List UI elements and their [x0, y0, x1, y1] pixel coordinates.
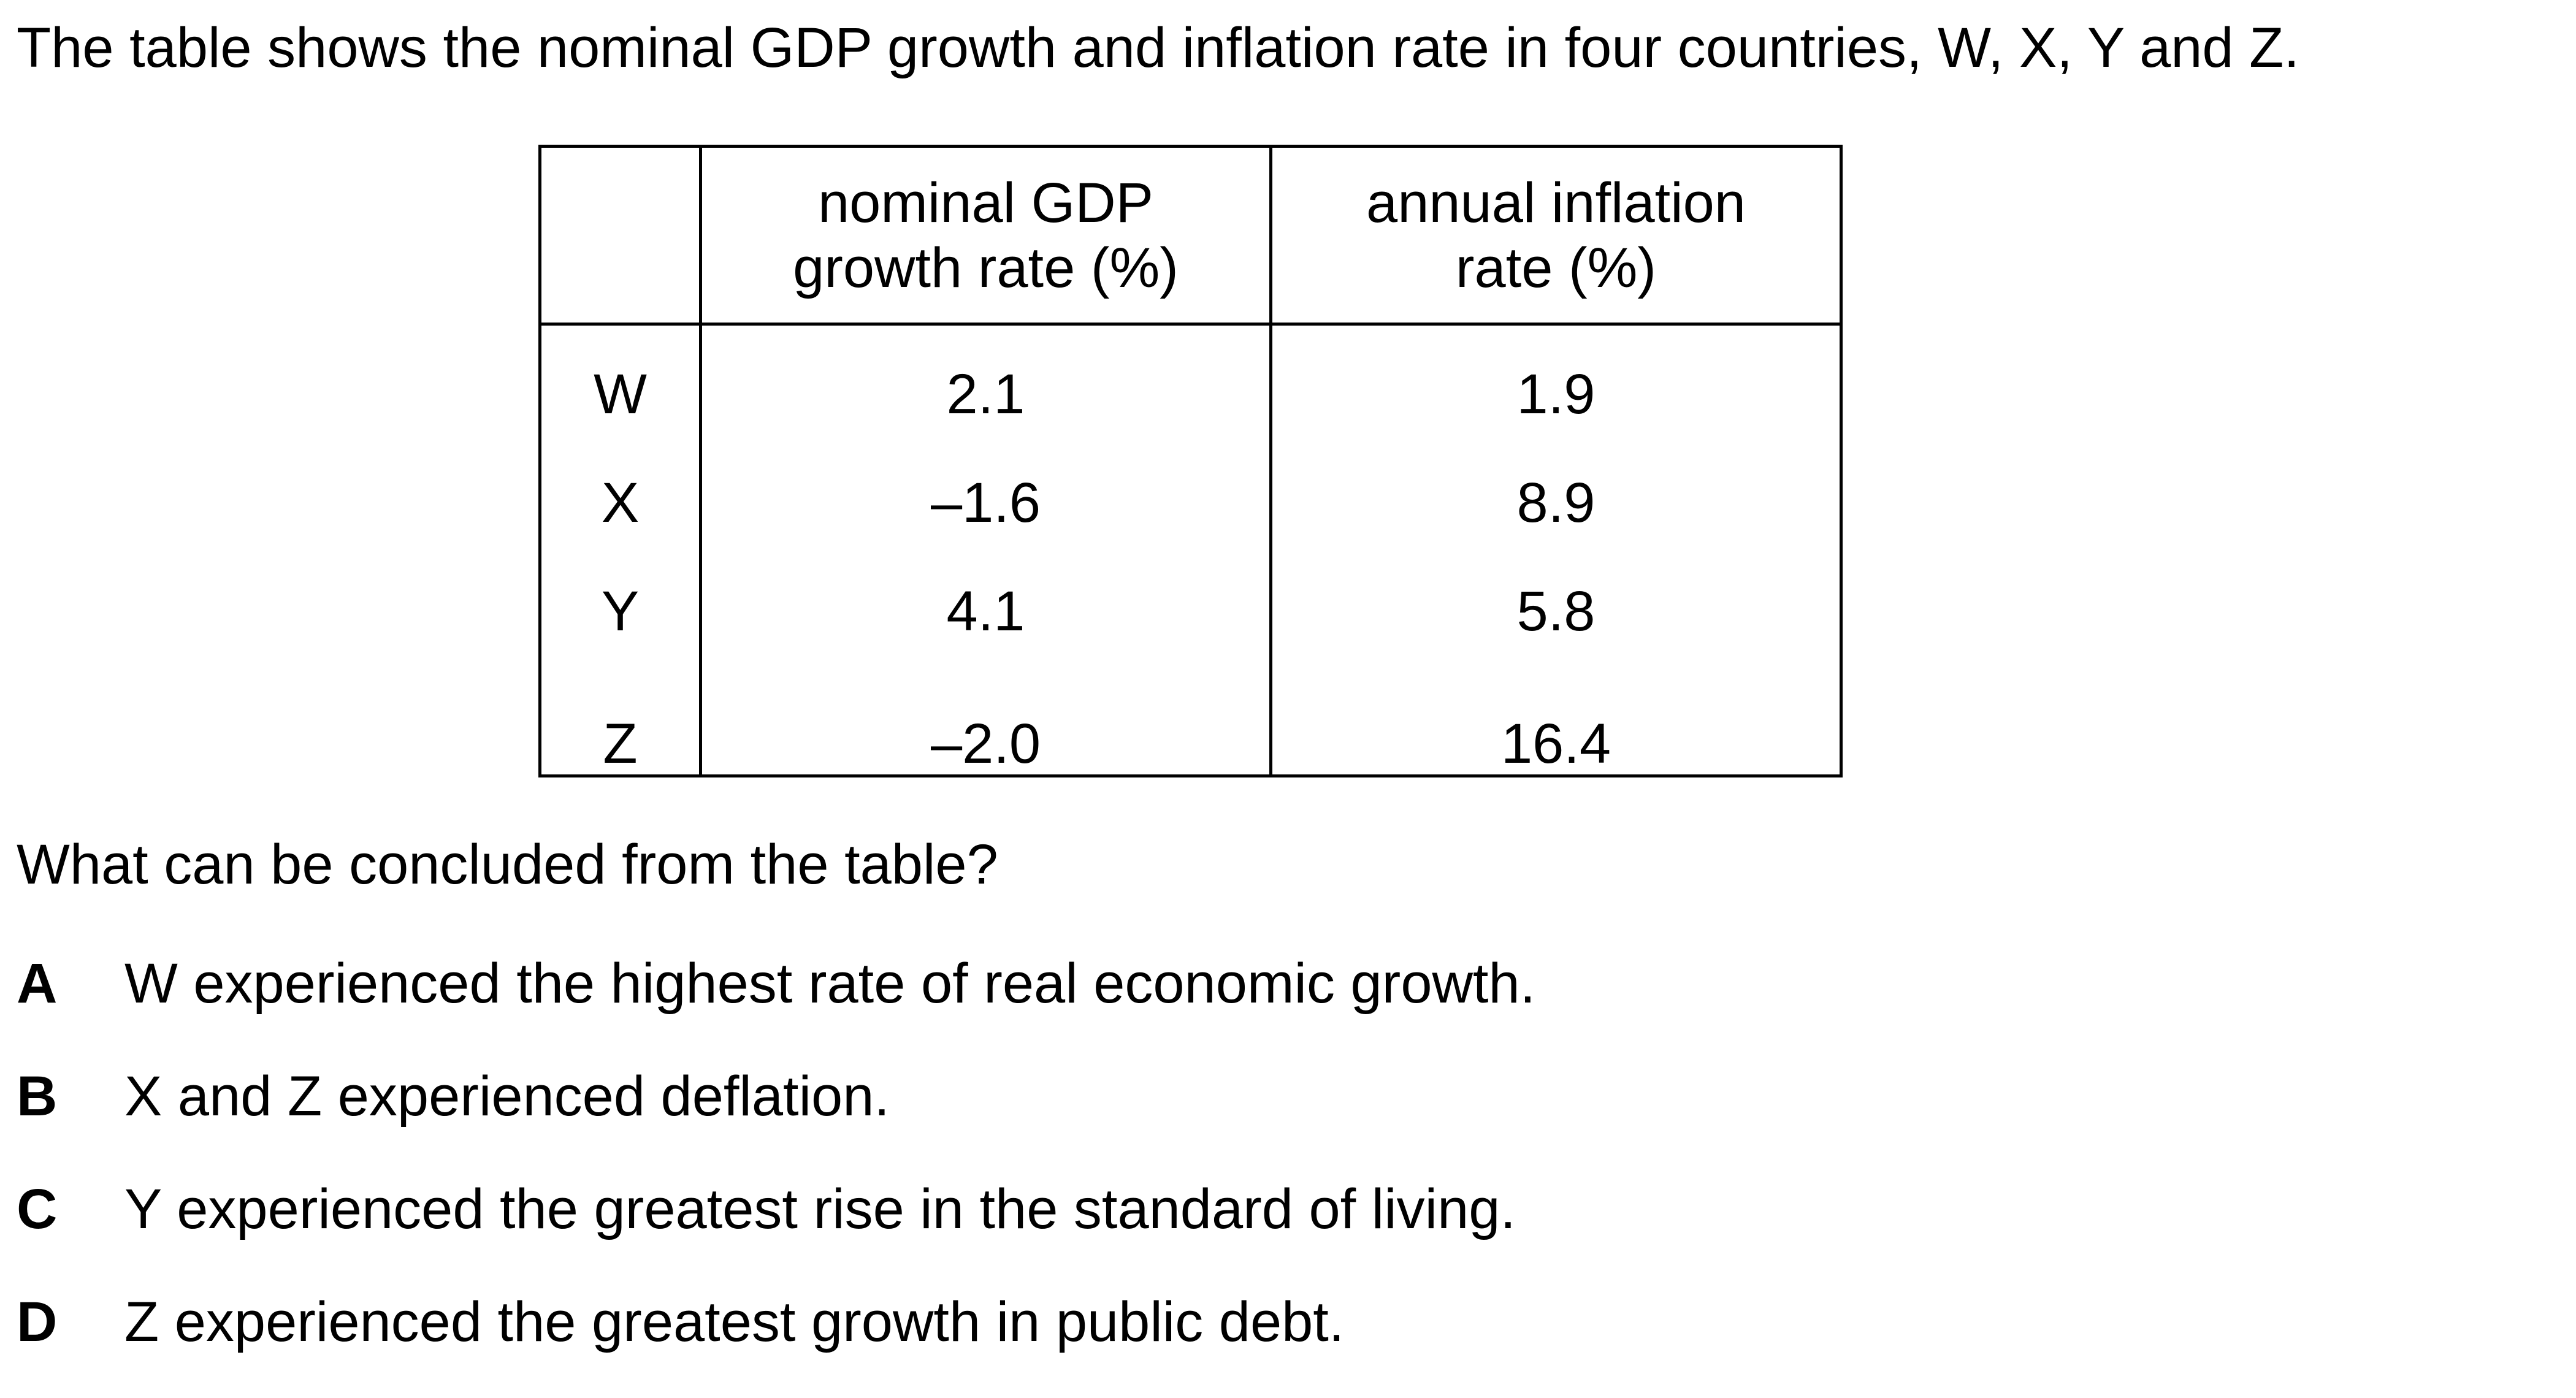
table-row: W 2.1 1.9	[538, 324, 1843, 448]
gdp-cell: 2.1	[699, 324, 1272, 448]
header-gdp-growth: nominal GDP growth rate (%)	[699, 145, 1272, 326]
country-cell: Z	[538, 665, 702, 777]
header-inflation-line-2: rate (%)	[1455, 236, 1657, 299]
data-table: nominal GDP growth rate (%) annual infla…	[538, 145, 1843, 777]
inflation-cell: 16.4	[1269, 665, 1843, 777]
answer-options: A W experienced the highest rate of real …	[17, 947, 1535, 1398]
option-text: Y experienced the greatest rise in the s…	[124, 1178, 1516, 1240]
option-a[interactable]: A W experienced the highest rate of real …	[17, 947, 1535, 1060]
inflation-cell: 1.9	[1269, 324, 1843, 448]
table-row: Y 4.1 5.8	[538, 557, 1843, 665]
option-letter: D	[17, 1291, 58, 1353]
option-letter: A	[17, 952, 58, 1015]
option-text: W experienced the highest rate of real e…	[124, 952, 1536, 1015]
option-text: Z experienced the greatest growth in pub…	[124, 1291, 1345, 1353]
option-c[interactable]: C Y experienced the greatest rise in the …	[17, 1172, 1535, 1285]
table-header-row: nominal GDP growth rate (%) annual infla…	[538, 145, 1843, 326]
country-cell: W	[538, 324, 702, 448]
option-text: X and Z experienced deflation.	[124, 1065, 890, 1128]
country-cell: X	[538, 448, 702, 557]
header-gdp-line-1: nominal GDP	[817, 171, 1154, 234]
gdp-cell: –1.6	[699, 448, 1272, 557]
option-letter: C	[17, 1178, 58, 1240]
header-gdp-line-2: growth rate (%)	[793, 236, 1179, 299]
option-b[interactable]: B X and Z experienced deflation.	[17, 1060, 1535, 1172]
question-stem: The table shows the nominal GDP growth a…	[17, 17, 2299, 79]
inflation-cell: 8.9	[1269, 448, 1843, 557]
country-cell: Y	[538, 557, 702, 665]
header-inflation-line-1: annual inflation	[1366, 171, 1746, 234]
header-inflation: annual inflation rate (%)	[1269, 145, 1843, 326]
table-row: Z –2.0 16.4	[538, 665, 1843, 777]
gdp-cell: –2.0	[699, 665, 1272, 777]
gdp-cell: 4.1	[699, 557, 1272, 665]
option-letter: B	[17, 1065, 58, 1128]
option-d[interactable]: D Z experienced the greatest growth in pu…	[17, 1285, 1535, 1398]
inflation-cell: 5.8	[1269, 557, 1843, 665]
table-row: X –1.6 8.9	[538, 448, 1843, 557]
question-prompt: What can be concluded from the table?	[17, 833, 998, 896]
header-country	[538, 145, 702, 326]
